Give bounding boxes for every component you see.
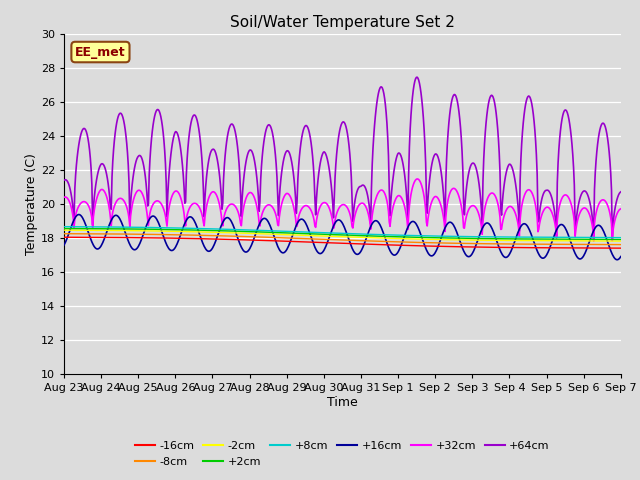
Y-axis label: Temperature (C): Temperature (C) bbox=[25, 153, 38, 255]
Text: EE_met: EE_met bbox=[75, 46, 126, 59]
Title: Soil/Water Temperature Set 2: Soil/Water Temperature Set 2 bbox=[230, 15, 455, 30]
X-axis label: Time: Time bbox=[327, 396, 358, 409]
Legend: -16cm, -8cm, -2cm, +2cm, +8cm, +16cm, +32cm, +64cm: -16cm, -8cm, -2cm, +2cm, +8cm, +16cm, +3… bbox=[131, 437, 554, 471]
